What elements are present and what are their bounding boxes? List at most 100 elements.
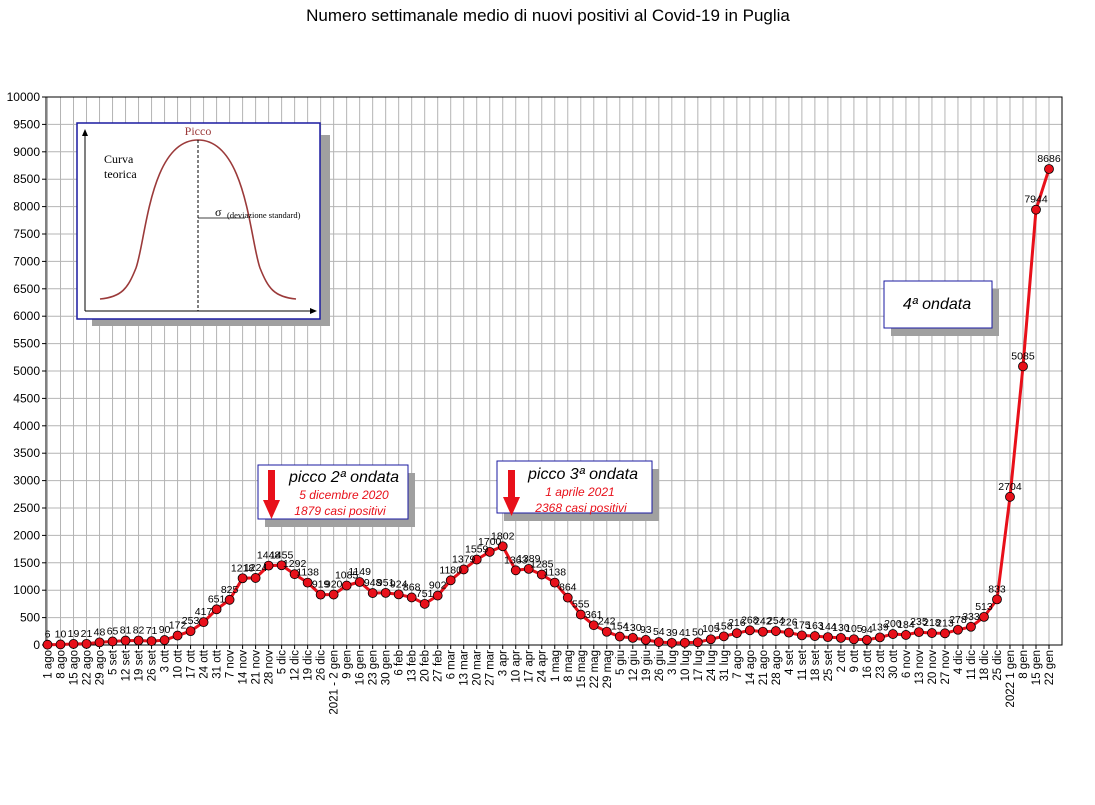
x-tick-label: 12 giu [628, 650, 640, 681]
data-point [757, 626, 768, 637]
x-tick-label: 20 mar [472, 650, 484, 686]
data-label: 1700 [478, 536, 502, 548]
x-tick-label: 22 gen [1044, 650, 1056, 685]
x-tick-label: 4 set [784, 649, 796, 675]
data-label: 1363 [504, 554, 528, 566]
data-label: 833 [988, 583, 1006, 595]
data-point [380, 587, 391, 598]
data-point [562, 592, 573, 603]
y-tick-label: 10000 [7, 90, 41, 104]
y-axis: 0 500 1000 1500 2000 2500 3000 3500 4000 4500 5000… [7, 90, 46, 652]
data-label: 7944 [1024, 194, 1048, 206]
x-tick-label: 10 ott [173, 649, 185, 679]
data-label: 513 [975, 601, 993, 613]
data-point [393, 589, 404, 600]
data-point [640, 635, 651, 645]
data-point [1044, 164, 1054, 174]
x-tick-label: 1 ago [43, 650, 55, 679]
x-tick-label: 31 lug [719, 650, 731, 681]
data-point [666, 637, 677, 648]
data-point [445, 575, 456, 586]
annotation-wave-4: 4ª ondata [883, 280, 999, 336]
x-tick-label: 23 ott [875, 649, 887, 679]
x-tick-label: 28 nov [264, 650, 276, 685]
x-tick-label: 19 giu [641, 650, 653, 681]
x-tick-label: 15 mag [576, 650, 588, 688]
data-label: 48 [94, 626, 106, 638]
data-point [471, 554, 482, 565]
data-label: 90 [159, 624, 171, 636]
x-tick-label: 3 ott [160, 649, 172, 672]
x-tick-label: 24 apr [537, 650, 549, 683]
x-tick-label: 11 dic [966, 650, 978, 680]
data-label: 948 [364, 577, 382, 589]
data-label: 555 [572, 599, 590, 611]
data-label: 2704 [998, 481, 1022, 493]
data-label: 226 [780, 617, 798, 629]
data-label: 65 [107, 625, 119, 637]
data-point [276, 560, 287, 571]
data-label: 139 [871, 621, 889, 633]
data-point [354, 577, 365, 587]
data-point [302, 577, 313, 588]
data-label: 1292 [283, 558, 307, 570]
x-tick-label: 7 nov [225, 650, 237, 678]
data-point [94, 637, 105, 648]
x-tick-label: 27 mar [485, 650, 497, 686]
x-tick-label: 12 set [121, 649, 133, 681]
data-point [653, 637, 664, 647]
annotation-cases: 2368 casi positivi [534, 501, 627, 515]
x-tick-label: 14 ago [745, 650, 757, 685]
data-label: 1224 [244, 562, 268, 574]
data-label: 158 [715, 620, 733, 632]
data-point [458, 564, 469, 575]
data-label: 5085 [1011, 350, 1035, 362]
data-point [120, 635, 131, 646]
x-tick-label: 12 dic [290, 650, 302, 681]
data-point [979, 611, 989, 622]
inset-sigma-label: (deviazione standard) [227, 210, 301, 220]
y-tick-label: 3000 [13, 474, 40, 488]
x-tick-label: 9 gen [342, 650, 354, 679]
x-tick-label: 17 ott [186, 649, 198, 679]
data-label: 172 [169, 620, 187, 632]
x-tick-label: 26 giu [654, 650, 666, 681]
data-point [849, 634, 859, 645]
data-label: 163 [806, 620, 824, 632]
x-tick-label: 27 nov [940, 650, 952, 685]
data-label: 218 [923, 617, 941, 629]
data-label: 919 [312, 579, 330, 591]
data-point [107, 636, 118, 647]
y-tick-label: 4000 [13, 419, 40, 433]
data-point [159, 635, 170, 645]
y-tick-label: 2000 [13, 528, 40, 542]
data-label: 242 [754, 616, 772, 628]
data-point [614, 631, 625, 642]
data-label: 1389 [517, 553, 541, 565]
x-tick-label: 25 dic [992, 650, 1004, 681]
data-point [250, 573, 261, 583]
x-tick-label: 26 set [147, 649, 159, 681]
annotation-date: 5 dicembre 2020 [299, 488, 389, 502]
data-point [497, 541, 508, 552]
annotation-peak-wave-2: picco 2ª ondata 5 dicembre 2020 1879 cas… [257, 464, 415, 527]
data-label: 81 [120, 625, 132, 637]
annotation-peak-wave-3: picco 3ª ondata 1 aprile 2021 2368 casi … [496, 460, 659, 521]
chart-title: Numero settimanale medio di nuovi positi… [306, 6, 790, 25]
data-label: 130 [624, 622, 642, 634]
x-tick-label: 16 ott [862, 649, 874, 679]
data-label: 82 [133, 625, 145, 637]
x-tick-label: 3 lug [667, 650, 679, 675]
data-label: 268 [741, 614, 759, 626]
data-point [523, 563, 534, 574]
x-tick-label: 20 nov [927, 650, 939, 685]
x-tick-label: 8 gen [1018, 650, 1030, 679]
y-tick-label: 5000 [13, 364, 40, 378]
data-point [42, 639, 53, 650]
data-label: 93 [640, 624, 652, 636]
data-point [1031, 204, 1041, 215]
annotation-date: 1 aprile 2021 [545, 485, 614, 499]
data-label: 41 [679, 627, 691, 639]
inset-theoretical-curve: Picco Curva teorica σ (deviazione standa… [76, 122, 330, 326]
inset-peak-label: Picco [185, 124, 212, 138]
